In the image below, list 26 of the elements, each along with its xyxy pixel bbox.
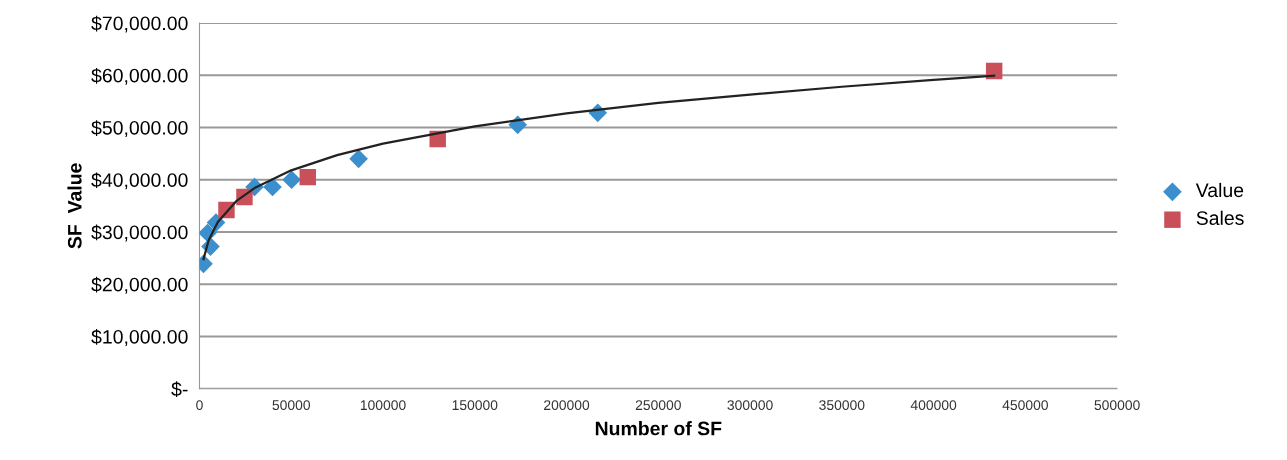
x-tick-label: 250000 (635, 400, 681, 411)
point (349, 149, 368, 169)
x-tick-label: 0 (196, 400, 203, 411)
x-tick-label: 300000 (727, 400, 773, 411)
y-tick-label: $- (171, 381, 188, 398)
y-tick-label: $60,000.00 (91, 67, 188, 85)
x-tick-label: 400000 (910, 400, 957, 411)
y-tick-label: $40,000.00 (91, 172, 188, 190)
legend-label: Value (1195, 182, 1244, 198)
x-tick-label: 100000 (360, 400, 406, 411)
point (299, 168, 316, 186)
y-tick-label: $50,000.00 (91, 120, 188, 138)
legend-label: Sales (1196, 210, 1244, 225)
x-tick-label: 450000 (1002, 400, 1048, 411)
y-axis-title: SF Value (67, 163, 82, 249)
x-tick-label: 50000 (272, 400, 311, 411)
y-tick-label: $30,000.00 (91, 224, 188, 242)
y-tick-label: $70,000.00 (91, 15, 188, 33)
x-tick-label: 350000 (819, 400, 865, 411)
point (282, 170, 301, 190)
y-tick-label: $20,000.00 (91, 276, 188, 294)
x-tick-label: 200000 (544, 400, 590, 411)
x-tick-label: 150000 (452, 400, 498, 411)
y-tick-label: $10,000.00 (91, 329, 188, 346)
x-axis-title: Number of SF (595, 421, 722, 436)
x-tick-label: 500000 (1094, 400, 1140, 411)
